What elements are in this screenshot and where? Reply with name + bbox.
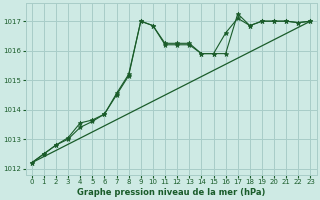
X-axis label: Graphe pression niveau de la mer (hPa): Graphe pression niveau de la mer (hPa): [77, 188, 265, 197]
